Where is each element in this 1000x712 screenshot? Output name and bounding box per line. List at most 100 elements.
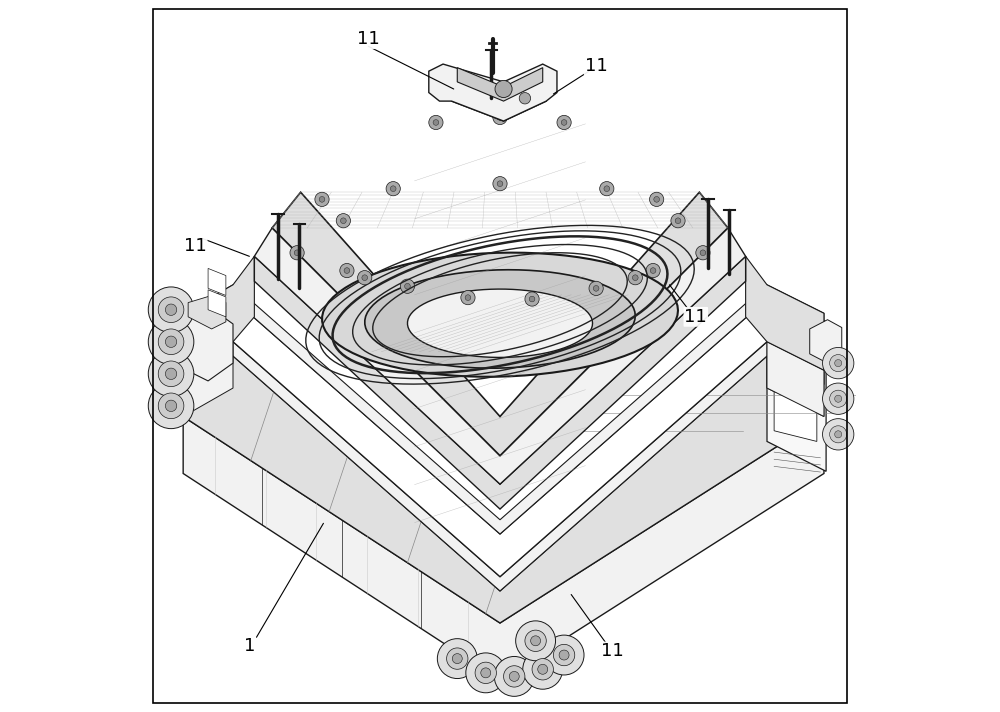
- Circle shape: [600, 182, 614, 196]
- Polygon shape: [183, 299, 824, 577]
- Circle shape: [557, 115, 571, 130]
- Circle shape: [165, 304, 177, 315]
- Circle shape: [593, 286, 599, 291]
- Circle shape: [830, 355, 847, 372]
- Circle shape: [525, 630, 546, 651]
- Circle shape: [452, 654, 462, 664]
- Circle shape: [509, 671, 519, 681]
- Text: 11: 11: [184, 236, 207, 255]
- Polygon shape: [810, 320, 842, 371]
- Circle shape: [497, 115, 503, 120]
- Polygon shape: [183, 342, 824, 591]
- Polygon shape: [208, 290, 226, 317]
- Circle shape: [497, 181, 503, 187]
- Polygon shape: [188, 295, 226, 329]
- Circle shape: [344, 268, 350, 273]
- Circle shape: [553, 644, 575, 666]
- Circle shape: [315, 192, 329, 206]
- Circle shape: [386, 182, 400, 196]
- Circle shape: [158, 361, 184, 387]
- Circle shape: [516, 621, 556, 661]
- Circle shape: [319, 197, 325, 202]
- Circle shape: [654, 197, 659, 202]
- Circle shape: [158, 393, 184, 419]
- Circle shape: [632, 275, 638, 281]
- Circle shape: [148, 383, 194, 429]
- Circle shape: [538, 664, 548, 674]
- Polygon shape: [767, 342, 824, 417]
- Circle shape: [650, 268, 656, 273]
- Circle shape: [465, 295, 471, 300]
- Circle shape: [429, 115, 443, 130]
- Polygon shape: [774, 345, 817, 388]
- Polygon shape: [767, 292, 826, 471]
- Polygon shape: [272, 192, 728, 456]
- Polygon shape: [183, 256, 254, 370]
- Circle shape: [362, 275, 368, 281]
- Polygon shape: [183, 356, 824, 623]
- Circle shape: [830, 390, 847, 407]
- Polygon shape: [365, 270, 635, 368]
- Circle shape: [433, 120, 439, 125]
- Circle shape: [158, 297, 184, 323]
- Circle shape: [604, 186, 610, 192]
- Circle shape: [466, 653, 506, 693]
- Circle shape: [390, 186, 396, 192]
- Circle shape: [700, 250, 706, 256]
- Polygon shape: [774, 306, 817, 345]
- Polygon shape: [254, 256, 746, 509]
- Polygon shape: [452, 80, 546, 121]
- Text: 11: 11: [585, 56, 607, 75]
- Circle shape: [493, 177, 507, 191]
- Polygon shape: [208, 268, 226, 295]
- Polygon shape: [183, 342, 233, 417]
- Circle shape: [504, 666, 525, 687]
- Circle shape: [835, 360, 842, 367]
- Circle shape: [823, 347, 854, 379]
- Circle shape: [493, 110, 507, 125]
- Circle shape: [358, 271, 372, 285]
- Circle shape: [165, 368, 177, 379]
- Polygon shape: [408, 289, 593, 357]
- Polygon shape: [172, 306, 233, 381]
- Circle shape: [823, 419, 854, 450]
- Circle shape: [835, 431, 842, 438]
- Circle shape: [559, 650, 569, 660]
- Circle shape: [675, 218, 681, 224]
- Polygon shape: [183, 285, 824, 534]
- Circle shape: [650, 192, 664, 206]
- Polygon shape: [767, 342, 824, 417]
- Polygon shape: [322, 253, 678, 377]
- Circle shape: [400, 279, 415, 293]
- Text: 11: 11: [357, 30, 380, 48]
- Circle shape: [148, 351, 194, 397]
- Polygon shape: [746, 256, 824, 370]
- Circle shape: [523, 649, 563, 689]
- Circle shape: [671, 214, 685, 228]
- Circle shape: [461, 290, 475, 305]
- Circle shape: [405, 283, 410, 289]
- Circle shape: [158, 329, 184, 355]
- Circle shape: [529, 296, 535, 302]
- Circle shape: [628, 271, 642, 285]
- Circle shape: [495, 80, 512, 98]
- Circle shape: [823, 383, 854, 414]
- Circle shape: [475, 662, 496, 684]
- Circle shape: [525, 292, 539, 306]
- Polygon shape: [183, 417, 824, 680]
- Polygon shape: [774, 392, 817, 441]
- Polygon shape: [457, 68, 543, 101]
- Circle shape: [341, 218, 346, 224]
- Circle shape: [531, 636, 541, 646]
- Circle shape: [561, 120, 567, 125]
- Circle shape: [835, 395, 842, 402]
- Circle shape: [290, 246, 304, 260]
- Circle shape: [589, 281, 603, 295]
- Text: 11: 11: [684, 308, 707, 326]
- Polygon shape: [254, 228, 746, 484]
- Circle shape: [646, 263, 660, 278]
- Circle shape: [148, 287, 194, 333]
- Circle shape: [532, 659, 553, 680]
- Circle shape: [336, 214, 350, 228]
- Circle shape: [165, 400, 177, 412]
